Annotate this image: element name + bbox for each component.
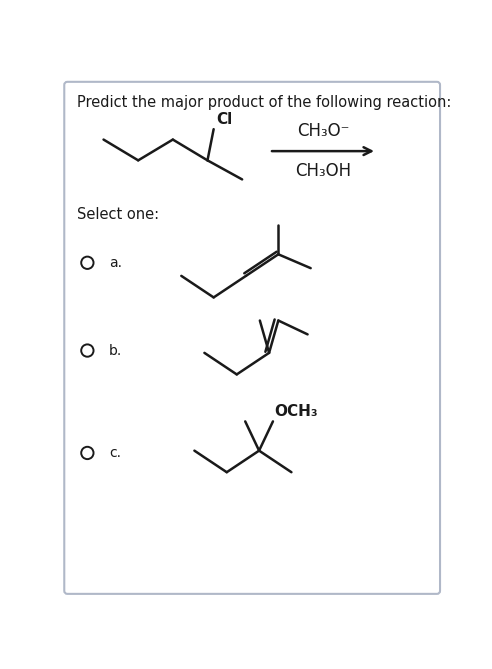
Text: OCH₃: OCH₃ — [275, 404, 318, 419]
Text: Predict the major product of the following reaction:: Predict the major product of the followi… — [77, 95, 451, 110]
Text: Cl: Cl — [217, 112, 233, 127]
Text: c.: c. — [109, 446, 121, 460]
Text: CH₃OH: CH₃OH — [295, 162, 351, 180]
Text: a.: a. — [109, 256, 122, 270]
Text: CH₃O⁻: CH₃O⁻ — [297, 122, 349, 140]
Text: Select one:: Select one: — [77, 207, 159, 221]
Text: b.: b. — [109, 344, 122, 357]
FancyBboxPatch shape — [64, 82, 440, 594]
